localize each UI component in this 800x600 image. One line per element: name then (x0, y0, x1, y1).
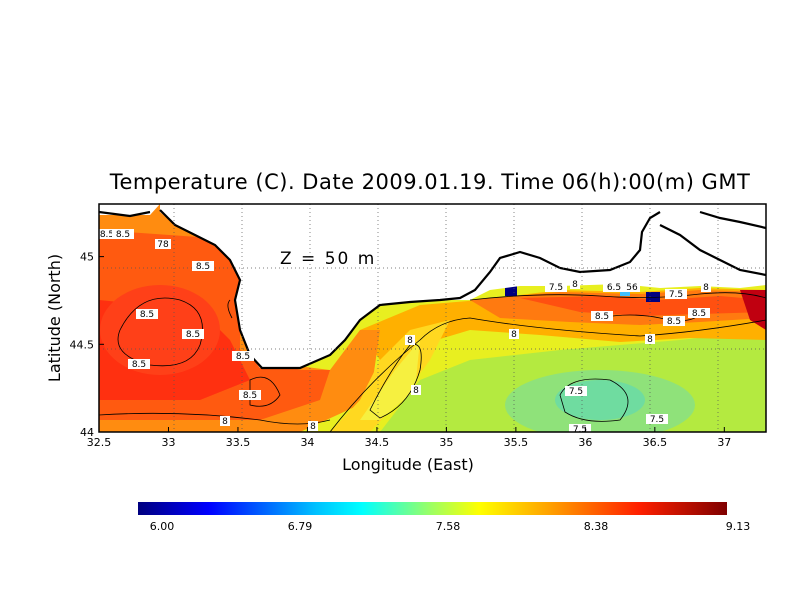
contour-label-bg (182, 329, 204, 339)
contour-label-bg (509, 329, 519, 339)
contour-label-bg (645, 334, 655, 344)
contour-label-bg (411, 385, 421, 395)
contour-lines (99, 292, 766, 432)
colorbar-tick-label: 6.00 (150, 520, 175, 533)
contour-label: 7.5 (650, 415, 664, 425)
contour-label: 8 (310, 422, 316, 432)
colorbar-tick-label: 6.79 (288, 520, 313, 533)
y-tick-label: 44 (80, 426, 94, 439)
contour-label-bg (663, 316, 685, 326)
contour-label-bg (624, 282, 640, 292)
contour-label: 8.5 (196, 262, 210, 272)
colorbar-tick-label: 8.38 (584, 520, 609, 533)
contour-label: 56 (626, 283, 638, 293)
contour-label-bg (192, 261, 214, 271)
x-tick-label: 36.5 (643, 436, 668, 449)
contour-label: 8 (511, 330, 517, 340)
colorbar-ticks: 6.00 6.79 7.58 8.38 9.13 (150, 520, 751, 533)
x-axis-label: Longitude (East) (342, 455, 474, 474)
contour-label-bg (232, 351, 254, 361)
contour-label-bg (603, 282, 625, 292)
contour-label: 8 (572, 280, 578, 290)
chart-title: Temperature (C). Date 2009.01.19. Time 0… (109, 170, 751, 194)
contour-label: 8.5 (236, 352, 250, 362)
contour-label-bg (701, 282, 711, 292)
contour-label: 8.5 (595, 312, 609, 322)
contour-label-bg (112, 229, 134, 239)
x-tick-label: 32.5 (87, 436, 112, 449)
x-tick-label: 37 (717, 436, 731, 449)
contour-label-bg (665, 289, 687, 299)
contour-label: 8 (703, 283, 709, 293)
contour-label-bg (570, 279, 580, 289)
plot-frame (98, 203, 767, 433)
contour-label-bg (220, 416, 230, 426)
contour-label: 8 (413, 386, 419, 396)
y-tick-label: 45 (80, 251, 94, 264)
contour-label: 7.5 (573, 425, 587, 435)
y-tick-label: 44.5 (70, 338, 95, 351)
contour-label: 78 (157, 240, 169, 250)
contour-label-bg (405, 335, 415, 345)
contour-label: 7.5 (569, 387, 583, 397)
contour-label-bg (545, 282, 567, 292)
contour-label-bg (565, 386, 587, 396)
contour-label-bg (646, 414, 668, 424)
contour-label: 8.5 (186, 330, 200, 340)
contour-label: 8 (222, 417, 228, 427)
depth-label: Z = 50 m (280, 249, 376, 269)
contour-label: 8.5 (140, 310, 154, 320)
contour-label: 8.5 (100, 230, 114, 240)
y-axis-ticks: 44 44.5 45 (70, 251, 104, 439)
x-tick-label: 33.5 (226, 436, 251, 449)
coastline (99, 209, 766, 370)
contour-label-bg (155, 239, 171, 249)
contour-label-bg (308, 421, 318, 431)
x-tick-label: 33 (161, 436, 175, 449)
contour-label-bg (136, 309, 158, 319)
colorbar-tick-label: 9.13 (726, 520, 751, 533)
contour-label: 8 (407, 336, 413, 346)
x-axis-ticks: 32.5 33 33.5 34 34.5 35 35.5 36 36.5 37 (87, 427, 731, 449)
contour-label-bg (569, 424, 591, 434)
contour-label: 7.5 (669, 290, 683, 300)
x-tick-label: 34 (300, 436, 314, 449)
contour-label: 8.5 (132, 360, 146, 370)
x-tick-label: 35 (439, 436, 453, 449)
contour-label: 6.5 (607, 283, 621, 293)
contour-label-bg (239, 390, 261, 400)
colorbar-tick-label: 7.58 (436, 520, 461, 533)
contour-label-bg (591, 311, 613, 321)
contour-label-bg (688, 308, 710, 318)
contour-label: 8.5 (243, 391, 257, 401)
x-tick-label: 34.5 (365, 436, 390, 449)
colorbar (138, 502, 727, 515)
contour-label: 7.5 (549, 283, 563, 293)
x-tick-label: 35.5 (504, 436, 529, 449)
contour-label: 8.5 (116, 230, 130, 240)
contour-label: 8 (647, 335, 653, 345)
contour-label: 8.5 (692, 309, 706, 319)
contour-label-bg (128, 359, 150, 369)
x-tick-label: 36 (578, 436, 592, 449)
y-axis-label: Latitude (North) (45, 254, 64, 382)
contour-label-bg (96, 229, 118, 239)
contour-label: 8.5 (667, 317, 681, 327)
